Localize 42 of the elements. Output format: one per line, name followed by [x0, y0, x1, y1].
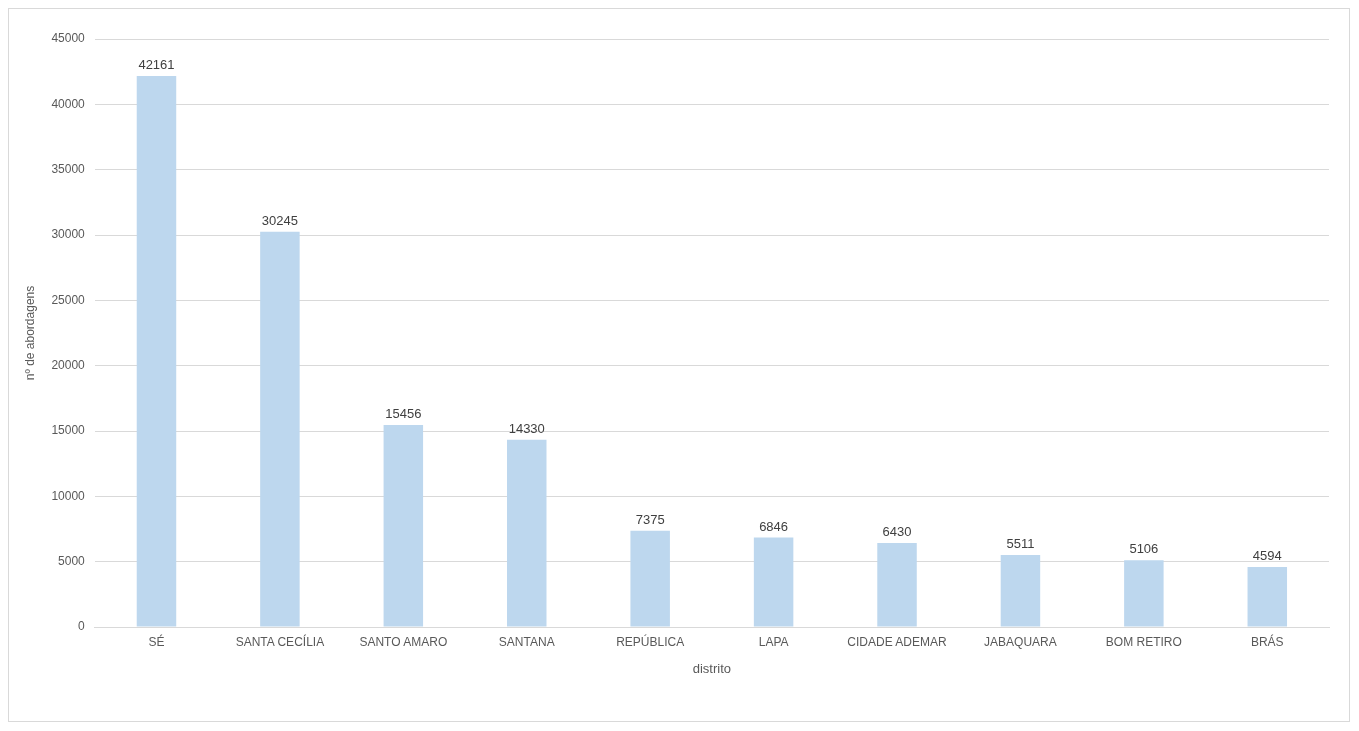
x-tick-label: BRÁS	[1250, 633, 1284, 649]
x-axis-title: distrito	[692, 660, 732, 676]
y-tick-label: 30000	[51, 227, 86, 242]
x-tick-label: SÉ	[148, 633, 165, 649]
y-tick-label: 35000	[51, 161, 86, 176]
y-tick-label: 45000	[51, 31, 86, 46]
x-tick-label: JABAQUARA	[984, 634, 1057, 649]
data-label: 5511	[1006, 536, 1035, 552]
y-tick-label: 15000	[51, 423, 86, 438]
y-tick-label: 5000	[58, 553, 86, 568]
y-tick-label: 10000	[51, 488, 86, 503]
bar	[383, 425, 424, 627]
x-tick-label: LAPA	[758, 634, 789, 649]
bar	[507, 439, 547, 627]
bar	[260, 231, 300, 627]
data-label: 14330	[508, 420, 545, 436]
data-label: 30245	[261, 212, 298, 228]
bar	[1247, 566, 1288, 627]
data-label: 6846	[759, 518, 789, 534]
y-axis-title: nº de abordagens	[22, 285, 37, 381]
x-tick-label: CIDADE ADEMAR	[847, 634, 948, 649]
bar	[753, 537, 794, 627]
data-label: 7375	[635, 511, 665, 527]
y-tick-label: 0	[78, 619, 86, 634]
data-label: 5106	[1129, 541, 1159, 557]
x-tick-label: SANTO AMARO	[359, 634, 448, 649]
bar	[1124, 560, 1164, 627]
x-tick-label: SANTANA	[498, 634, 555, 649]
data-label: 6430	[882, 524, 912, 540]
bar	[630, 530, 670, 627]
y-tick-label: 25000	[51, 292, 86, 307]
data-label: 15456	[385, 406, 422, 422]
data-label: 42161	[138, 57, 175, 73]
x-tick-label: SANTA CECÍLIA	[235, 633, 325, 649]
data-label: 4594	[1252, 548, 1282, 564]
x-tick-label: BOM RETIRO	[1105, 634, 1182, 649]
bar	[136, 76, 177, 627]
x-tick-label: REPÚBLICA	[616, 633, 685, 649]
bar	[877, 542, 917, 627]
bar	[1000, 554, 1041, 627]
y-tick-label: 40000	[51, 96, 86, 111]
y-tick-label: 20000	[51, 357, 86, 372]
